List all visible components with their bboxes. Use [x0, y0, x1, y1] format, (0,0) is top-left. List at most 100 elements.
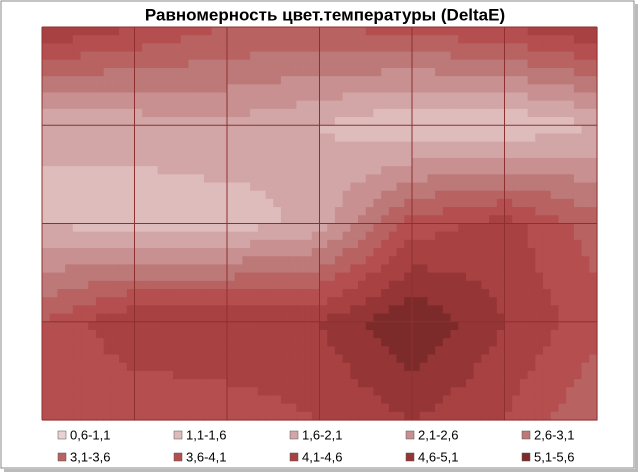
- contour-cell: [203, 182, 213, 192]
- contour-cell: [88, 395, 97, 405]
- contour-cell: [80, 321, 89, 331]
- contour-cell: [126, 313, 136, 323]
- shadow: [4, 469, 637, 472]
- contour-cell: [311, 207, 321, 216]
- contour-cell: [519, 166, 529, 175]
- contour-cell: [573, 338, 583, 347]
- contour-cell: [573, 289, 583, 298]
- contour-cell: [458, 387, 467, 397]
- contour-cell: [334, 411, 344, 421]
- contour-cell: [342, 125, 351, 135]
- contour-cell: [543, 76, 552, 85]
- contour-cell: [489, 166, 498, 175]
- contour-cell: [373, 264, 382, 274]
- contour-cell: [134, 297, 143, 306]
- contour-cell: [381, 313, 390, 323]
- contour-cell: [250, 370, 259, 380]
- contour-cell: [311, 297, 321, 306]
- contour-cell: [126, 264, 136, 274]
- contour-cell: [566, 141, 575, 151]
- contour-cell: [219, 108, 228, 118]
- contour-cell: [589, 313, 598, 323]
- contour-cell: [404, 248, 413, 257]
- contour-cell: [396, 207, 405, 216]
- contour-cell: [42, 108, 51, 118]
- contour-cell: [142, 387, 151, 397]
- contour-cell: [543, 198, 552, 208]
- contour-cell: [250, 190, 259, 200]
- contour-cell: [381, 297, 390, 306]
- contour-cell: [242, 248, 251, 257]
- contour-cell: [257, 133, 267, 143]
- contour-cell: [227, 35, 236, 44]
- contour-cell: [42, 354, 51, 364]
- contour-cell: [396, 370, 405, 380]
- contour-cell: [365, 51, 375, 61]
- contour-cell: [396, 27, 405, 36]
- contour-cell: [381, 264, 390, 274]
- contour-cell: [550, 362, 560, 372]
- contour-cell: [149, 133, 159, 143]
- contour-cell: [543, 108, 552, 118]
- contour-cell: [173, 411, 182, 421]
- contour-cell: [327, 76, 336, 85]
- contour-cell: [242, 149, 251, 159]
- contour-cell: [327, 174, 336, 184]
- contour-cell: [350, 67, 359, 77]
- contour-cell: [442, 379, 452, 388]
- contour-cell: [265, 190, 274, 200]
- contour-cell: [142, 264, 151, 274]
- contour-cell: [311, 27, 321, 36]
- contour-cell: [319, 354, 328, 364]
- contour-cell: [211, 125, 220, 135]
- contour-cell: [404, 321, 413, 331]
- contour-cell: [573, 198, 583, 208]
- contour-cell: [419, 117, 429, 126]
- contour-cell: [319, 100, 328, 110]
- contour-cell: [265, 289, 274, 298]
- contour-cell: [412, 76, 421, 85]
- contour-cell: [180, 256, 190, 266]
- contour-cell: [396, 84, 405, 94]
- contour-cell: [142, 395, 151, 405]
- contour-cell: [180, 272, 190, 282]
- contour-cell: [111, 411, 120, 421]
- contour-cell: [134, 223, 143, 233]
- contour-cell: [72, 174, 82, 184]
- contour-cell: [257, 198, 267, 208]
- contour-cell: [149, 67, 159, 77]
- contour-cell: [103, 100, 112, 110]
- contour-cell: [149, 248, 159, 257]
- contour-cell: [396, 223, 405, 233]
- contour-cell: [350, 59, 359, 69]
- contour-cell: [581, 231, 590, 241]
- contour-cell: [458, 117, 467, 126]
- contour-cell: [126, 198, 136, 208]
- contour-cell: [165, 395, 174, 405]
- contour-cell: [404, 346, 413, 356]
- contour-cell: [142, 27, 151, 36]
- contour-cell: [519, 92, 529, 102]
- contour-cell: [196, 248, 205, 257]
- contour-cell: [57, 370, 66, 380]
- contour-cell: [512, 182, 521, 192]
- contour-cell: [543, 174, 552, 184]
- contour-cell: [496, 133, 506, 143]
- contour-cell: [427, 141, 436, 151]
- contour-cell: [142, 84, 151, 94]
- contour-cell: [80, 59, 89, 69]
- contour-cell: [573, 27, 583, 36]
- contour-cell: [496, 329, 506, 339]
- contour-cell: [365, 59, 375, 69]
- contour-cell: [234, 141, 244, 151]
- contour-cell: [350, 321, 359, 331]
- contour-cell: [188, 149, 197, 159]
- contour-cell: [543, 182, 552, 192]
- contour-cell: [111, 289, 120, 298]
- contour-cell: [465, 313, 475, 323]
- contour-cell: [265, 133, 274, 143]
- contour-cell: [419, 182, 429, 192]
- contour-cell: [165, 43, 174, 53]
- contour-cell: [311, 125, 321, 135]
- legend-label: 5,1-5,6: [534, 449, 574, 464]
